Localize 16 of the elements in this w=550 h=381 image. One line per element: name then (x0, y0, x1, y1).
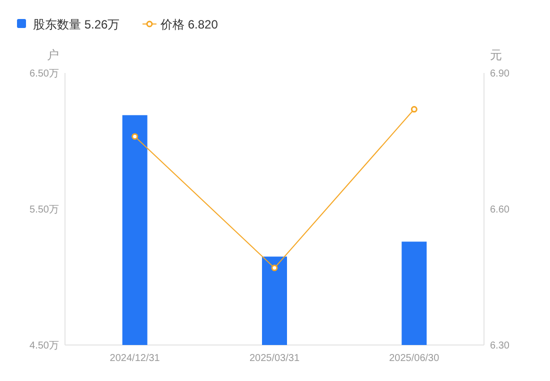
point (410, 106, 418, 113)
y-tick-label: 4.50万 (30, 340, 59, 352)
y2-axis-title: 元 (490, 48, 502, 62)
x-tick-label: 2025/03/31 (249, 353, 300, 364)
point (271, 264, 278, 272)
y-tick-label: 6.50万 (30, 68, 59, 80)
y-axis-title: 户 (47, 48, 59, 62)
x-tick-label: 2024/12/31 (110, 353, 160, 364)
x-tick-label: 2025/06/30 (389, 353, 440, 364)
y2-tick-label: 6.90 (490, 68, 510, 80)
legend-label: 股东数量 5.26万 (33, 18, 120, 32)
y2-tick-label: 6.60 (490, 204, 510, 216)
point (132, 133, 138, 140)
legend-label: 价格 6.820 (160, 18, 218, 32)
y2-tick-label: 6.30 (490, 340, 510, 352)
y-tick-label: 5.50万 (30, 204, 59, 216)
